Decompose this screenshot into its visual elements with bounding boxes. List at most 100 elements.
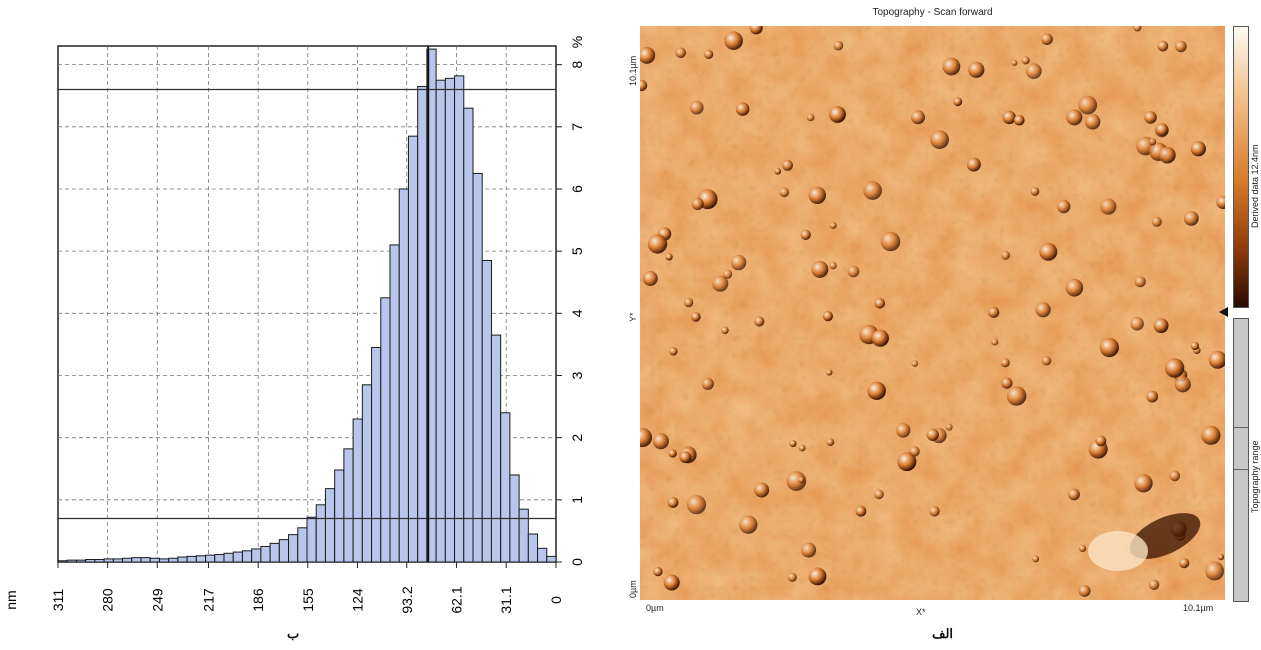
y-tick-label: 8 xyxy=(569,61,585,69)
histogram-bar xyxy=(260,545,271,563)
afm-particle xyxy=(1030,187,1040,196)
afm-particle xyxy=(640,427,653,448)
range-bar-divider xyxy=(1234,427,1248,428)
colorbar-marker-icon[interactable] xyxy=(1219,307,1228,317)
histogram-bar xyxy=(186,555,197,563)
afm-particle xyxy=(786,471,807,491)
afm-particle xyxy=(874,298,886,309)
afm-particle xyxy=(1100,198,1117,215)
histogram-bar xyxy=(454,75,465,563)
afm-particle xyxy=(1021,56,1030,65)
y-tick-label: 7 xyxy=(569,123,585,131)
histogram-bar xyxy=(417,85,428,563)
afm-particle xyxy=(782,159,793,171)
afm-particle xyxy=(1011,59,1018,66)
afm-caption: الف xyxy=(932,626,954,641)
afm-particle xyxy=(721,326,729,335)
afm-particle xyxy=(704,49,714,59)
afm-particle xyxy=(754,316,765,327)
histogram-bar xyxy=(371,347,382,563)
histogram-bar xyxy=(407,135,419,563)
x-tick-label: 62.1 xyxy=(449,586,465,613)
afm-particle xyxy=(1078,95,1098,115)
histogram-bar xyxy=(389,244,400,563)
afm-particle xyxy=(968,61,985,78)
afm-particle xyxy=(953,97,963,107)
afm-particle xyxy=(1032,555,1040,563)
histogram-bar xyxy=(444,77,456,563)
histogram-bar xyxy=(158,558,170,563)
afm-particle xyxy=(683,297,694,308)
afm-particles xyxy=(640,26,1225,597)
afm-particle xyxy=(669,347,678,356)
afm-particle xyxy=(1134,474,1153,493)
afm-particle xyxy=(1039,242,1058,261)
afm-particle xyxy=(668,449,677,458)
afm-particle xyxy=(1000,358,1010,368)
x-tick-label: 0 xyxy=(548,596,564,604)
histogram-bar xyxy=(435,79,446,563)
x-tick-label: 249 xyxy=(149,588,165,612)
afm-particle xyxy=(1190,141,1206,157)
afm-range-bar[interactable] xyxy=(1233,318,1249,602)
afm-particle xyxy=(1041,33,1053,45)
histogram-bar xyxy=(168,557,179,563)
afm-particle xyxy=(798,444,806,452)
afm-particle xyxy=(829,222,837,229)
afm-particle xyxy=(667,497,679,508)
histogram-bar xyxy=(306,516,317,563)
y-tick-label: 4 xyxy=(569,309,585,317)
afm-particle xyxy=(1174,376,1191,393)
afm-particle xyxy=(930,130,949,149)
afm-particle xyxy=(1001,251,1010,260)
afm-particle xyxy=(808,186,826,204)
afm-particle xyxy=(942,57,961,76)
x-tick-label: 311 xyxy=(50,589,66,612)
x-tick-label: 124 xyxy=(349,588,365,612)
afm-particle xyxy=(1157,40,1169,52)
afm-particle xyxy=(1035,302,1051,318)
afm-particle xyxy=(798,476,805,484)
afm-particle xyxy=(911,360,919,367)
afm-particle xyxy=(1183,211,1199,226)
afm-particle xyxy=(1079,544,1087,553)
afm-particle xyxy=(1002,110,1016,125)
afm-particle xyxy=(1146,390,1159,403)
histogram-bar xyxy=(57,560,68,563)
histogram-bar xyxy=(324,488,336,563)
afm-particle xyxy=(1190,341,1199,351)
afm-particle xyxy=(723,269,733,279)
afm-particle xyxy=(712,275,729,292)
afm-y-axis-label: Y* xyxy=(628,312,638,322)
afm-particle xyxy=(874,489,884,500)
afm-particle xyxy=(800,229,811,240)
afm-particle xyxy=(880,231,901,252)
afm-particle xyxy=(1014,114,1025,126)
afm-particle xyxy=(647,234,668,254)
afm-particle xyxy=(663,574,680,591)
afm-particle xyxy=(1144,111,1157,124)
afm-particle xyxy=(847,265,860,278)
afm-particle xyxy=(1084,113,1101,130)
histogram-bar xyxy=(232,551,243,563)
afm-particle xyxy=(1179,558,1190,569)
y-tick-label: 0 xyxy=(569,558,585,566)
histogram-bar xyxy=(288,534,299,563)
x-tick-label: 31.1 xyxy=(498,586,514,613)
histogram-bar xyxy=(546,555,557,563)
afm-colorbar-label: Derived data 12.4nm xyxy=(1250,144,1260,228)
afm-particle xyxy=(1148,579,1160,590)
afm-y-bottom-label: 0µm xyxy=(628,580,638,598)
afm-particle xyxy=(1041,356,1052,366)
afm-particle xyxy=(867,381,886,400)
afm-particle xyxy=(1068,488,1080,501)
afm-particle xyxy=(855,505,867,517)
y-tick-label: 5 xyxy=(569,247,585,255)
histogram-bar xyxy=(85,559,96,563)
afm-particle xyxy=(1201,425,1221,445)
afm-topography-image xyxy=(640,26,1225,600)
afm-particle xyxy=(640,47,656,64)
histogram-bar xyxy=(177,556,188,563)
afm-particle xyxy=(1099,337,1119,358)
afm-particle xyxy=(689,100,704,115)
